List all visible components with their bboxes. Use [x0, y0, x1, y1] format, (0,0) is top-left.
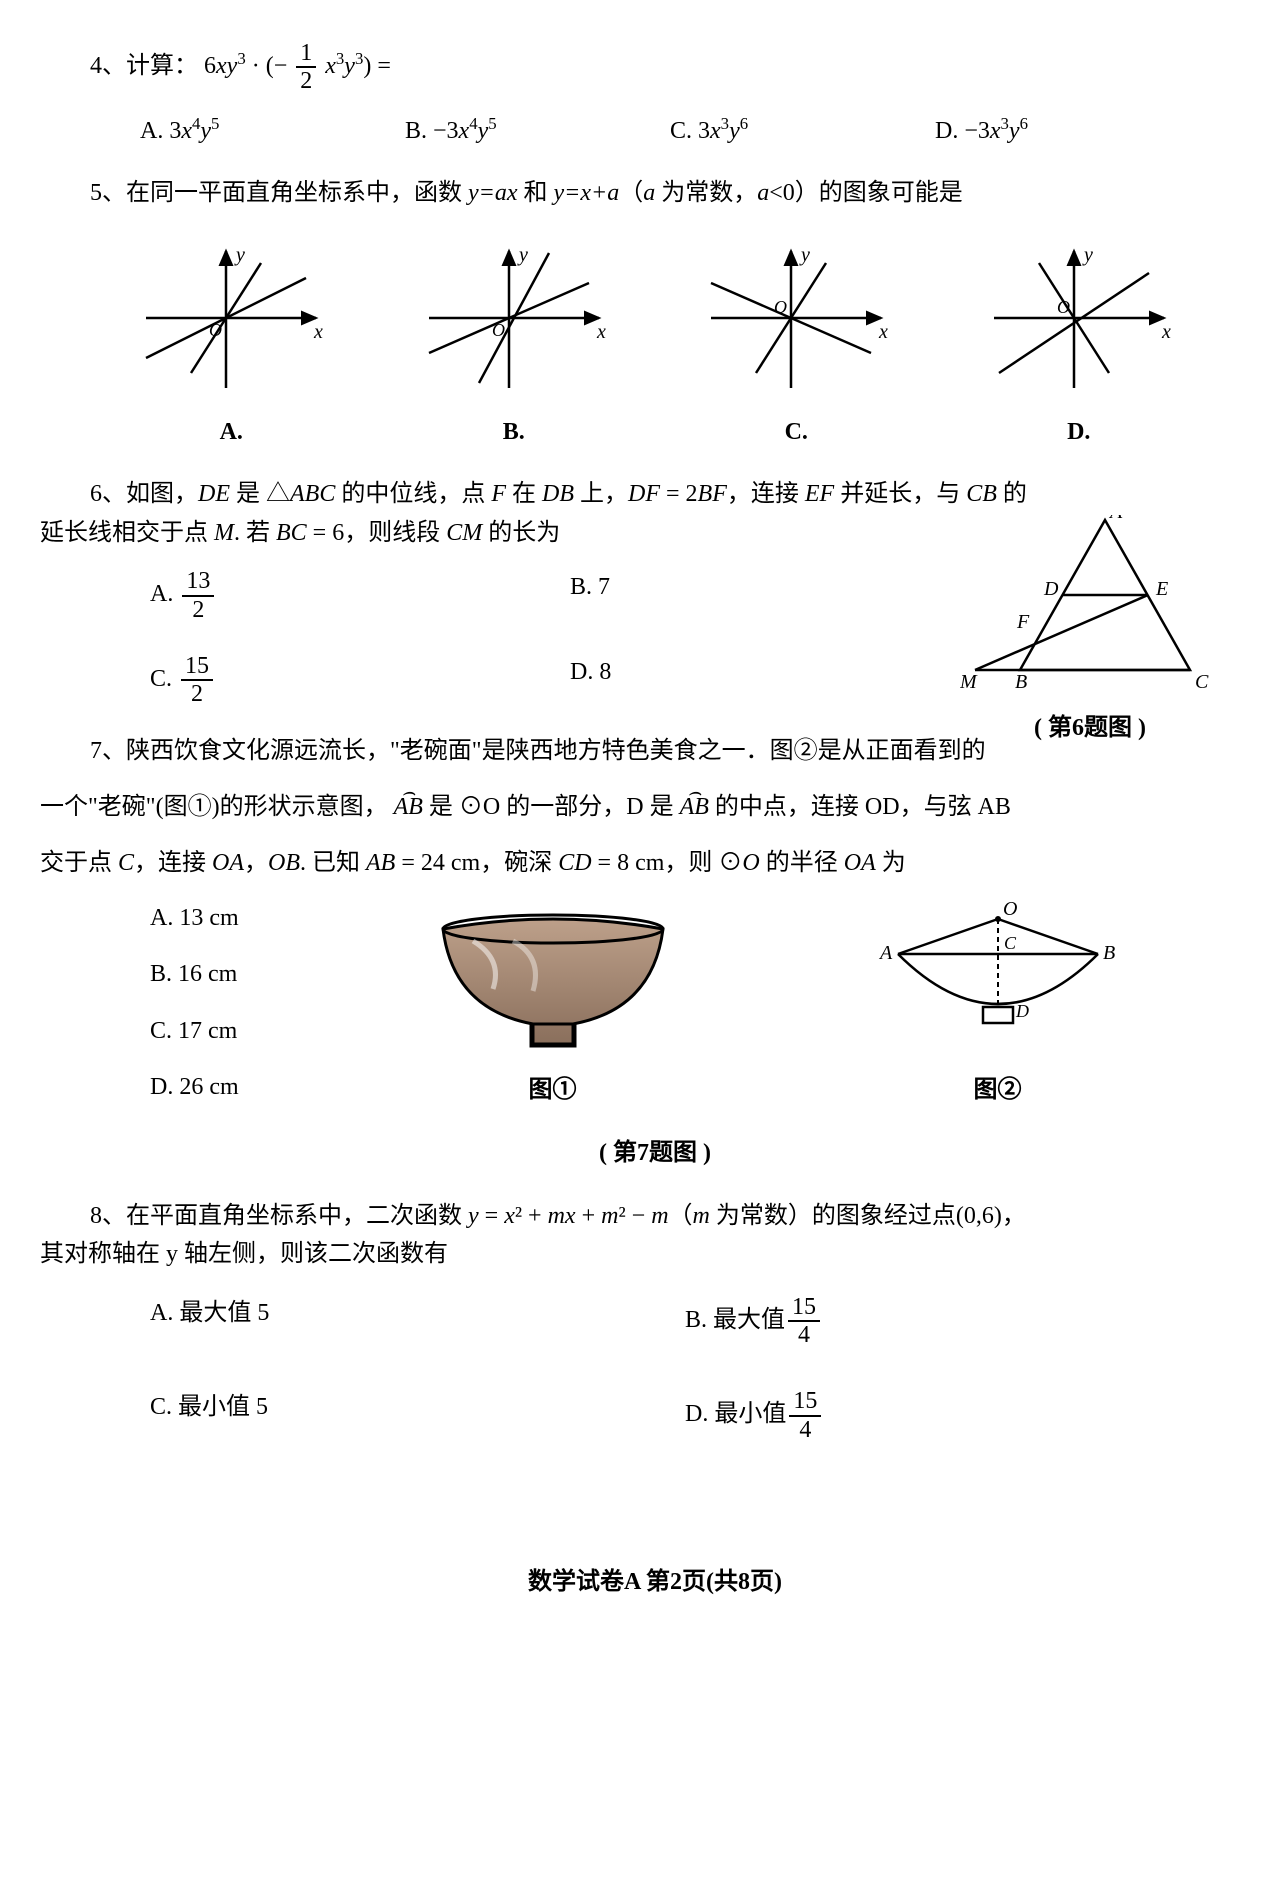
q5-label-b: B.	[373, 413, 656, 451]
graph-c-svg: x y O	[701, 243, 891, 393]
q4-prefix: 4、计算：	[90, 53, 198, 79]
q8-l1: 8、在平面直角坐标系中，二次函数 y = x² + mx + m² − m（m …	[90, 1197, 1220, 1235]
q7-fig2: O A B C D 图②	[868, 899, 1128, 1110]
q5-graph-a: x y O A.	[90, 243, 373, 452]
svg-text:D: D	[1043, 578, 1059, 600]
q7-l3: 交于点 C，连接 OA，OB. 已知 AB = 24 cm，碗深 CD = 8 …	[40, 844, 1220, 882]
q6-caption: ( 第6题图 )	[960, 709, 1220, 747]
q5-graph-b: x y O B.	[373, 243, 656, 452]
q8-opt-b: B. 最大值154	[685, 1294, 1220, 1349]
q6-l1: 6、如图，DE 是 △ABC 的中位线，点 F 在 DB 上，DF = 2BF，…	[90, 475, 1220, 513]
svg-text:C: C	[1195, 671, 1209, 690]
graph-a-svg: x y O	[136, 243, 326, 393]
q6-opt-c: C. 152	[150, 653, 450, 708]
q7-diagram-svg: O A B C D	[868, 899, 1128, 1059]
svg-text:B: B	[1015, 671, 1027, 690]
svg-text:x: x	[878, 321, 888, 343]
svg-text:x: x	[313, 321, 323, 343]
q6-opt-b: B. 7	[570, 568, 870, 623]
svg-text:O: O	[1003, 899, 1017, 920]
q6-svg: A B C D E F M	[960, 515, 1220, 690]
svg-text:y: y	[1082, 244, 1093, 266]
arc-ab-2: AB	[680, 788, 709, 826]
q7-opt-c: C. 17 cm	[150, 1012, 330, 1050]
q4-prompt: 4、计算： 6xy3 · (− 12 x3y3) =	[90, 40, 1220, 95]
svg-text:B: B	[1103, 942, 1115, 964]
q5-graph-c: x y O C.	[655, 243, 938, 452]
svg-text:y: y	[799, 244, 810, 266]
svg-text:y: y	[234, 244, 245, 266]
bowl-icon	[423, 899, 683, 1059]
question-8: 8、在平面直角坐标系中，二次函数 y = x² + mx + m² − m（m …	[90, 1197, 1220, 1443]
svg-text:C: C	[1004, 933, 1017, 953]
q7-figures: 图① O A B C D 图②	[330, 899, 1220, 1125]
q8-opt-c: C. 最小值 5	[150, 1388, 685, 1443]
q7-options: A. 13 cm B. 16 cm C. 17 cm D. 26 cm	[90, 899, 330, 1125]
page-footer: 数学试卷A 第2页(共8页)	[90, 1563, 1220, 1601]
q7-fig1: 图①	[423, 899, 683, 1110]
q7-fig2-label: 图②	[868, 1071, 1128, 1109]
q4-options: A. 3x4y5 B. −3x4y5 C. 3x3y6 D. −3x3y6	[90, 111, 1220, 150]
q7-body: A. 13 cm B. 16 cm C. 17 cm D. 26 cm	[90, 899, 1220, 1125]
q8-l2: 其对称轴在 y 轴左侧，则该二次函数有	[40, 1235, 1220, 1273]
q7-prompt: 7、陕西饮食文化源远流长，"老碗面"是陕西地方特色美食之一．图②是从正面看到的 …	[90, 732, 1220, 883]
q7-opt-d: D. 26 cm	[150, 1068, 330, 1106]
q8-prompt: 8、在平面直角坐标系中，二次函数 y = x² + mx + m² − m（m …	[90, 1197, 1220, 1274]
q5-label-c: C.	[655, 413, 938, 451]
q6-opt-d: D. 8	[570, 653, 870, 708]
arc-ab-1: AB	[394, 788, 423, 826]
question-6: 6、如图，DE 是 △ABC 的中位线，点 F 在 DB 上，DF = 2BF，…	[90, 475, 1220, 707]
q5-label-d: D.	[938, 413, 1221, 451]
svg-text:A: A	[1108, 515, 1123, 523]
q7-caption: ( 第7题图 )	[90, 1134, 1220, 1172]
q6-figure: A B C D E F M ( 第6题图 )	[960, 515, 1220, 747]
svg-text:E: E	[1155, 578, 1168, 600]
q4-opt-c: C. 3x3y6	[670, 111, 935, 150]
q8-opt-a: A. 最大值 5	[150, 1294, 685, 1349]
question-4: 4、计算： 6xy3 · (− 12 x3y3) = A. 3x4y5 B. −…	[90, 40, 1220, 150]
graph-b-svg: x y O	[419, 243, 609, 393]
q5-graphs: x y O A. x y O B. x	[90, 243, 1220, 452]
q7-opt-b: B. 16 cm	[150, 955, 330, 993]
svg-text:y: y	[517, 244, 528, 266]
q5-label-a: A.	[90, 413, 373, 451]
question-5: 5、在同一平面直角坐标系中，函数 y=ax 和 y=x+a（a 为常数，a<0）…	[90, 174, 1220, 451]
svg-text:M: M	[960, 671, 978, 690]
svg-text:x: x	[596, 321, 606, 343]
q5-prompt: 5、在同一平面直角坐标系中，函数 y=ax 和 y=x+a（a 为常数，a<0）…	[90, 174, 1220, 212]
svg-text:x: x	[1161, 321, 1171, 343]
q4-opt-b: B. −3x4y5	[405, 111, 670, 150]
svg-text:F: F	[1016, 611, 1030, 633]
q8-options: A. 最大值 5 B. 最大值154 C. 最小值 5 D. 最小值154	[150, 1294, 1220, 1444]
q4-opt-d: D. −3x3y6	[935, 111, 1200, 150]
q4-opt-a: A. 3x4y5	[140, 111, 405, 150]
svg-text:A: A	[878, 942, 893, 964]
q6-opt-a: A. 132	[150, 568, 450, 623]
q7-l2: 一个"老碗"(图①)的形状示意图， AB 是 ⊙O 的一部分，D 是 AB 的中…	[40, 788, 1220, 826]
graph-d-svg: x y O	[984, 243, 1174, 393]
q5-graph-d: x y O D.	[938, 243, 1221, 452]
q7-fig1-label: 图①	[423, 1071, 683, 1109]
q8-opt-d: D. 最小值154	[685, 1388, 1220, 1443]
question-7: 7、陕西饮食文化源远流长，"老碗面"是陕西地方特色美食之一．图②是从正面看到的 …	[90, 732, 1220, 1173]
svg-text:D: D	[1015, 1001, 1029, 1021]
q7-opt-a: A. 13 cm	[150, 899, 330, 937]
